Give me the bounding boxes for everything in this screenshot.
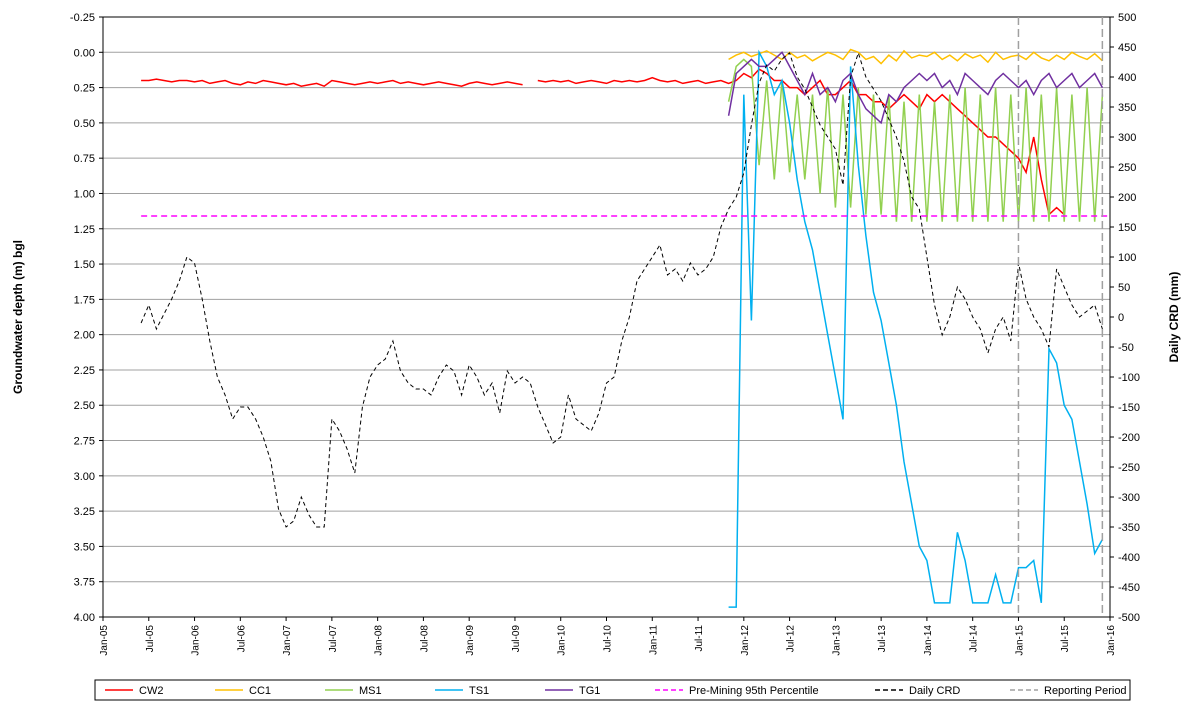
y2-tick-label: 300 bbox=[1118, 132, 1136, 144]
y2-tick-label: 200 bbox=[1118, 192, 1136, 204]
y-tick-label: 4.00 bbox=[74, 612, 95, 624]
x-tick-label: Jan-11 bbox=[648, 625, 659, 655]
y-tick-label: 1.00 bbox=[74, 188, 95, 200]
legend-label: CW2 bbox=[139, 685, 163, 697]
y2-tick-label: -350 bbox=[1118, 522, 1140, 534]
x-tick-label: Jul-07 bbox=[328, 625, 339, 653]
y-axis-title: Groundwater depth (m) bgl bbox=[11, 240, 25, 394]
series-line bbox=[141, 68, 1065, 217]
y2-tick-label: -150 bbox=[1118, 402, 1140, 414]
legend-label: Pre-Mining 95th Percentile bbox=[689, 685, 819, 697]
y2-tick-label: -200 bbox=[1118, 432, 1140, 444]
y-tick-label: 2.00 bbox=[74, 330, 95, 342]
x-tick-label: Jan-07 bbox=[282, 625, 293, 656]
legend-label: TS1 bbox=[469, 685, 489, 697]
x-tick-label: Jul-15 bbox=[1060, 625, 1071, 653]
y2-tick-label: 400 bbox=[1118, 72, 1136, 84]
y-tick-label: 0.75 bbox=[74, 153, 95, 165]
y2-tick-label: 150 bbox=[1118, 222, 1136, 234]
y-tick-label: 3.25 bbox=[74, 506, 95, 518]
y2-tick-label: 50 bbox=[1118, 282, 1130, 294]
x-tick-label: Jul-06 bbox=[236, 625, 247, 653]
series-line bbox=[140, 51, 1103, 528]
series-line bbox=[727, 58, 1104, 222]
y2-tick-label: -300 bbox=[1118, 492, 1140, 504]
y2-tick-label: 0 bbox=[1118, 312, 1124, 324]
y-tick-label: 3.50 bbox=[74, 541, 95, 553]
x-tick-label: Jan-16 bbox=[1106, 625, 1117, 656]
x-tick-label: Jan-06 bbox=[191, 625, 202, 656]
y2-tick-label: -400 bbox=[1118, 552, 1140, 564]
y2-tick-label: 250 bbox=[1118, 162, 1136, 174]
y2-tick-label: 100 bbox=[1118, 252, 1136, 264]
y-tick-label: 0.25 bbox=[74, 83, 95, 95]
y-tick-label: 2.25 bbox=[74, 365, 95, 377]
y2-tick-label: 350 bbox=[1118, 102, 1136, 114]
y2-axis-title: Daily CRD (mm) bbox=[1167, 272, 1181, 363]
x-tick-label: Jul-05 bbox=[145, 625, 156, 653]
y-tick-label: 1.50 bbox=[74, 259, 95, 271]
x-tick-label: Jan-12 bbox=[740, 625, 751, 656]
x-tick-label: Jan-15 bbox=[1014, 625, 1025, 656]
x-tick-label: Jul-11 bbox=[694, 625, 705, 652]
legend-label: Daily CRD bbox=[909, 685, 960, 697]
x-tick-label: Jan-10 bbox=[557, 625, 568, 656]
x-tick-label: Jul-12 bbox=[786, 625, 797, 653]
y2-tick-label: 450 bbox=[1118, 42, 1136, 54]
x-tick-label: Jan-05 bbox=[99, 625, 110, 656]
x-tick-label: Jul-13 bbox=[877, 625, 888, 653]
y2-tick-label: -250 bbox=[1118, 462, 1140, 474]
legend-box bbox=[94, 679, 1131, 701]
y-tick-label: 0.00 bbox=[74, 47, 95, 59]
legend-label: Reporting Period bbox=[1044, 685, 1127, 697]
x-tick-label: Jul-10 bbox=[603, 625, 614, 653]
y-tick-label: 3.00 bbox=[74, 471, 95, 483]
series-line bbox=[728, 48, 1103, 65]
legend-label: MS1 bbox=[359, 685, 382, 697]
y-tick-label: 3.75 bbox=[74, 577, 95, 589]
x-tick-label: Jul-08 bbox=[419, 625, 430, 653]
y-tick-label: 2.75 bbox=[74, 436, 95, 448]
plot-frame bbox=[102, 16, 1111, 618]
y-tick-label: 1.25 bbox=[74, 224, 95, 236]
series-line bbox=[727, 51, 1104, 125]
x-tick-label: Jul-09 bbox=[511, 625, 522, 653]
x-tick-label: Jan-09 bbox=[465, 625, 476, 656]
y2-tick-label: -500 bbox=[1118, 612, 1140, 624]
x-tick-label: Jan-13 bbox=[831, 625, 842, 656]
series-line bbox=[728, 49, 1104, 608]
y-tick-label: 0.50 bbox=[74, 118, 95, 130]
y-tick-label: -0.25 bbox=[70, 12, 95, 24]
y-tick-label: 2.50 bbox=[74, 400, 95, 412]
y2-tick-label: -100 bbox=[1118, 372, 1140, 384]
y2-tick-label: -450 bbox=[1118, 582, 1140, 594]
x-tick-label: Jan-14 bbox=[923, 625, 934, 656]
x-tick-label: Jan-08 bbox=[374, 625, 385, 656]
legend-label: TG1 bbox=[579, 685, 600, 697]
y-tick-label: 1.75 bbox=[74, 294, 95, 306]
x-tick-label: Jul-14 bbox=[969, 625, 980, 653]
y2-tick-label: 500 bbox=[1118, 12, 1136, 24]
legend-label: CC1 bbox=[249, 685, 271, 697]
y2-tick-label: -50 bbox=[1118, 342, 1134, 354]
